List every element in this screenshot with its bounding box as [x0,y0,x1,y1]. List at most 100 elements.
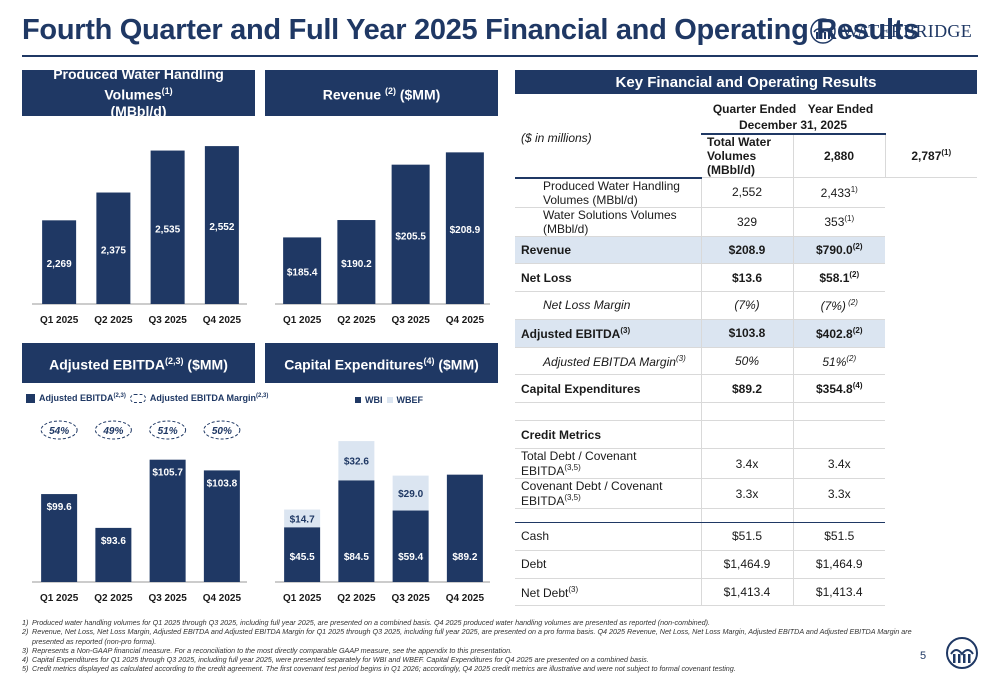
row-label: Revenue [515,236,701,265]
volumes-title: Produced Water Handling Volumes [53,65,224,103]
data-label: 2,375 [101,245,126,256]
data-label: $32.6 [344,457,369,468]
quarter-value: $13.6 [700,263,793,293]
bar-wbef [338,441,375,481]
quarter-value: $89.2 [700,374,793,404]
company-logo: WATERBRIDGE [809,18,972,44]
tick-label: Q4 2025 [446,593,485,604]
tick-label: Q3 2025 [391,315,430,326]
row-label: Cash [515,522,701,551]
table-row: Net Loss $13.6 $58.1(2) [515,263,977,293]
page-title: Fourth Quarter and Full Year 2025 Financ… [22,14,919,46]
data-label: 2,269 [47,259,72,270]
quarter-value: $103.8 [700,319,793,348]
row-label: Net Loss [515,263,701,293]
wbef-swatch [386,397,393,403]
bar [204,146,239,304]
ebitda-legend-bar-sup: (2,3) [113,393,126,399]
capex-legend-wbi: WBI [365,395,383,405]
bar [391,164,430,304]
ebitda-legend-margin-label: Adjusted EBITDA Margin [149,393,257,403]
capex-panel-header: Capital Expenditures(4) ($MM) [265,343,498,383]
quarter-value: 3.4x [700,448,793,480]
spacer-cell [792,402,885,422]
bar-wbi [446,474,483,582]
year-value: 2,787(1) [884,134,977,178]
footnote-text: Revenue, Net Loss, Net Loss Margin, Adju… [32,627,912,646]
revenue-title-sup: (2) [384,85,396,96]
footer-logo-icon [946,637,978,669]
credit-row: Covenant Debt / Covenant EBITDA(3,5) 3.3x… [515,478,977,510]
data-label: $185.4 [287,268,318,279]
quarter-value: $51.5 [700,522,793,551]
quarter-value: $1,413.4 [700,578,793,607]
tick-label: Q2 2025 [94,315,133,326]
bar [41,494,78,582]
revenue-title-unit: ($MM) [395,86,441,103]
footnote-number: 2) [22,627,29,637]
data-label: $208.9 [450,225,481,236]
row-label: Total Debt / Covenant EBITDA(3,5) [515,448,701,480]
bar [337,220,376,304]
table-row: Net Loss Margin (7%) (7%) (2) [515,291,977,320]
footnote-text: Credit metrics displayed as calculated a… [32,664,736,674]
bar-wbef [392,475,429,511]
tick-label: Q1 2025 [40,315,79,326]
year-value: $354.8(4) [792,374,885,404]
data-label: 2,552 [209,222,234,233]
key-results-header: Key Financial and Operating Results [515,70,977,94]
year-value: $402.8(2) [792,319,885,348]
capex-legend-wbef: WBEF [396,395,424,405]
year-value: $51.5 [792,522,885,551]
spacer-cell [792,508,885,524]
waterbridge-logo-icon [809,18,836,44]
ebitda-panel-header: Adjusted EBITDA(2,3) ($MM) [22,343,255,383]
data-label: 2,535 [155,224,180,235]
row-label: Capital Expenditures [515,374,701,404]
quarter-value: 3.3x [700,478,793,510]
section-divider [515,402,977,422]
margin-label: 50% [212,426,232,437]
footnote-text: Capital Expenditures for Q1 2025 through… [32,655,649,665]
year-value: 3.4x [792,448,885,480]
data-label: $84.5 [344,552,369,563]
table-row: Adjusted EBITDA(3) $103.8 $402.8(2) [515,319,977,348]
empty-cell [792,420,885,450]
tick-label: Q3 2025 [148,315,187,326]
footnote-number: 1) [22,618,29,627]
period-date: December 31, 2025 [738,117,848,132]
period-header: Quarter Ended Year Ended December 31, 2025 [701,100,885,135]
row-label: Adjusted EBITDA(3) [515,319,701,348]
data-label: $45.5 [290,552,315,563]
volumes-title-sup: (1) [161,85,173,96]
ebitda-bar-swatch [26,393,35,403]
bar-wbi [284,527,321,582]
ebitda-title-sup: (2,3) [165,355,184,366]
year-value: 51%(2) [792,347,885,376]
volumes-title-unit: (MBbl/d) [110,103,167,120]
row-label: Adjusted EBITDA Margin(3) [515,347,701,376]
tick-label: Q4 2025 [203,315,242,326]
units-label: ($ in millions) [515,100,701,179]
bar [149,459,186,582]
ebitda-legend-bar-label: Adjusted EBITDA [39,393,114,403]
bar [203,470,240,582]
table-row: Total Water Volumes (MBbl/d) 2,880 2,787(1… [515,134,977,178]
bar [42,220,77,304]
footnotes: 1) Produced water handling volumes for Q1… [22,618,922,674]
ebitda-title-unit: ($MM) [183,356,228,373]
year-value: $1,464.9 [792,550,885,579]
key-results-table: ($ in millions) Quarter Ended Year Ended De… [515,100,977,607]
footnote-number: 4) [22,655,29,665]
footnote-text: Produced water handling volumes for Q1 2… [32,618,711,627]
tick-label: Q2 2025 [337,593,376,604]
data-label: $105.7 [152,468,183,479]
data-label: $29.0 [398,489,423,500]
balance-row: Cash $51.5 $51.5 [515,522,977,551]
empty-cell [700,420,793,450]
data-label: $59.4 [398,552,423,563]
footnote-number: 5) [22,664,29,674]
revenue-title: Revenue [322,86,385,103]
year-value: 2,4331) [792,177,885,208]
footnote: 1) Produced water handling volumes for Q1… [22,618,922,627]
